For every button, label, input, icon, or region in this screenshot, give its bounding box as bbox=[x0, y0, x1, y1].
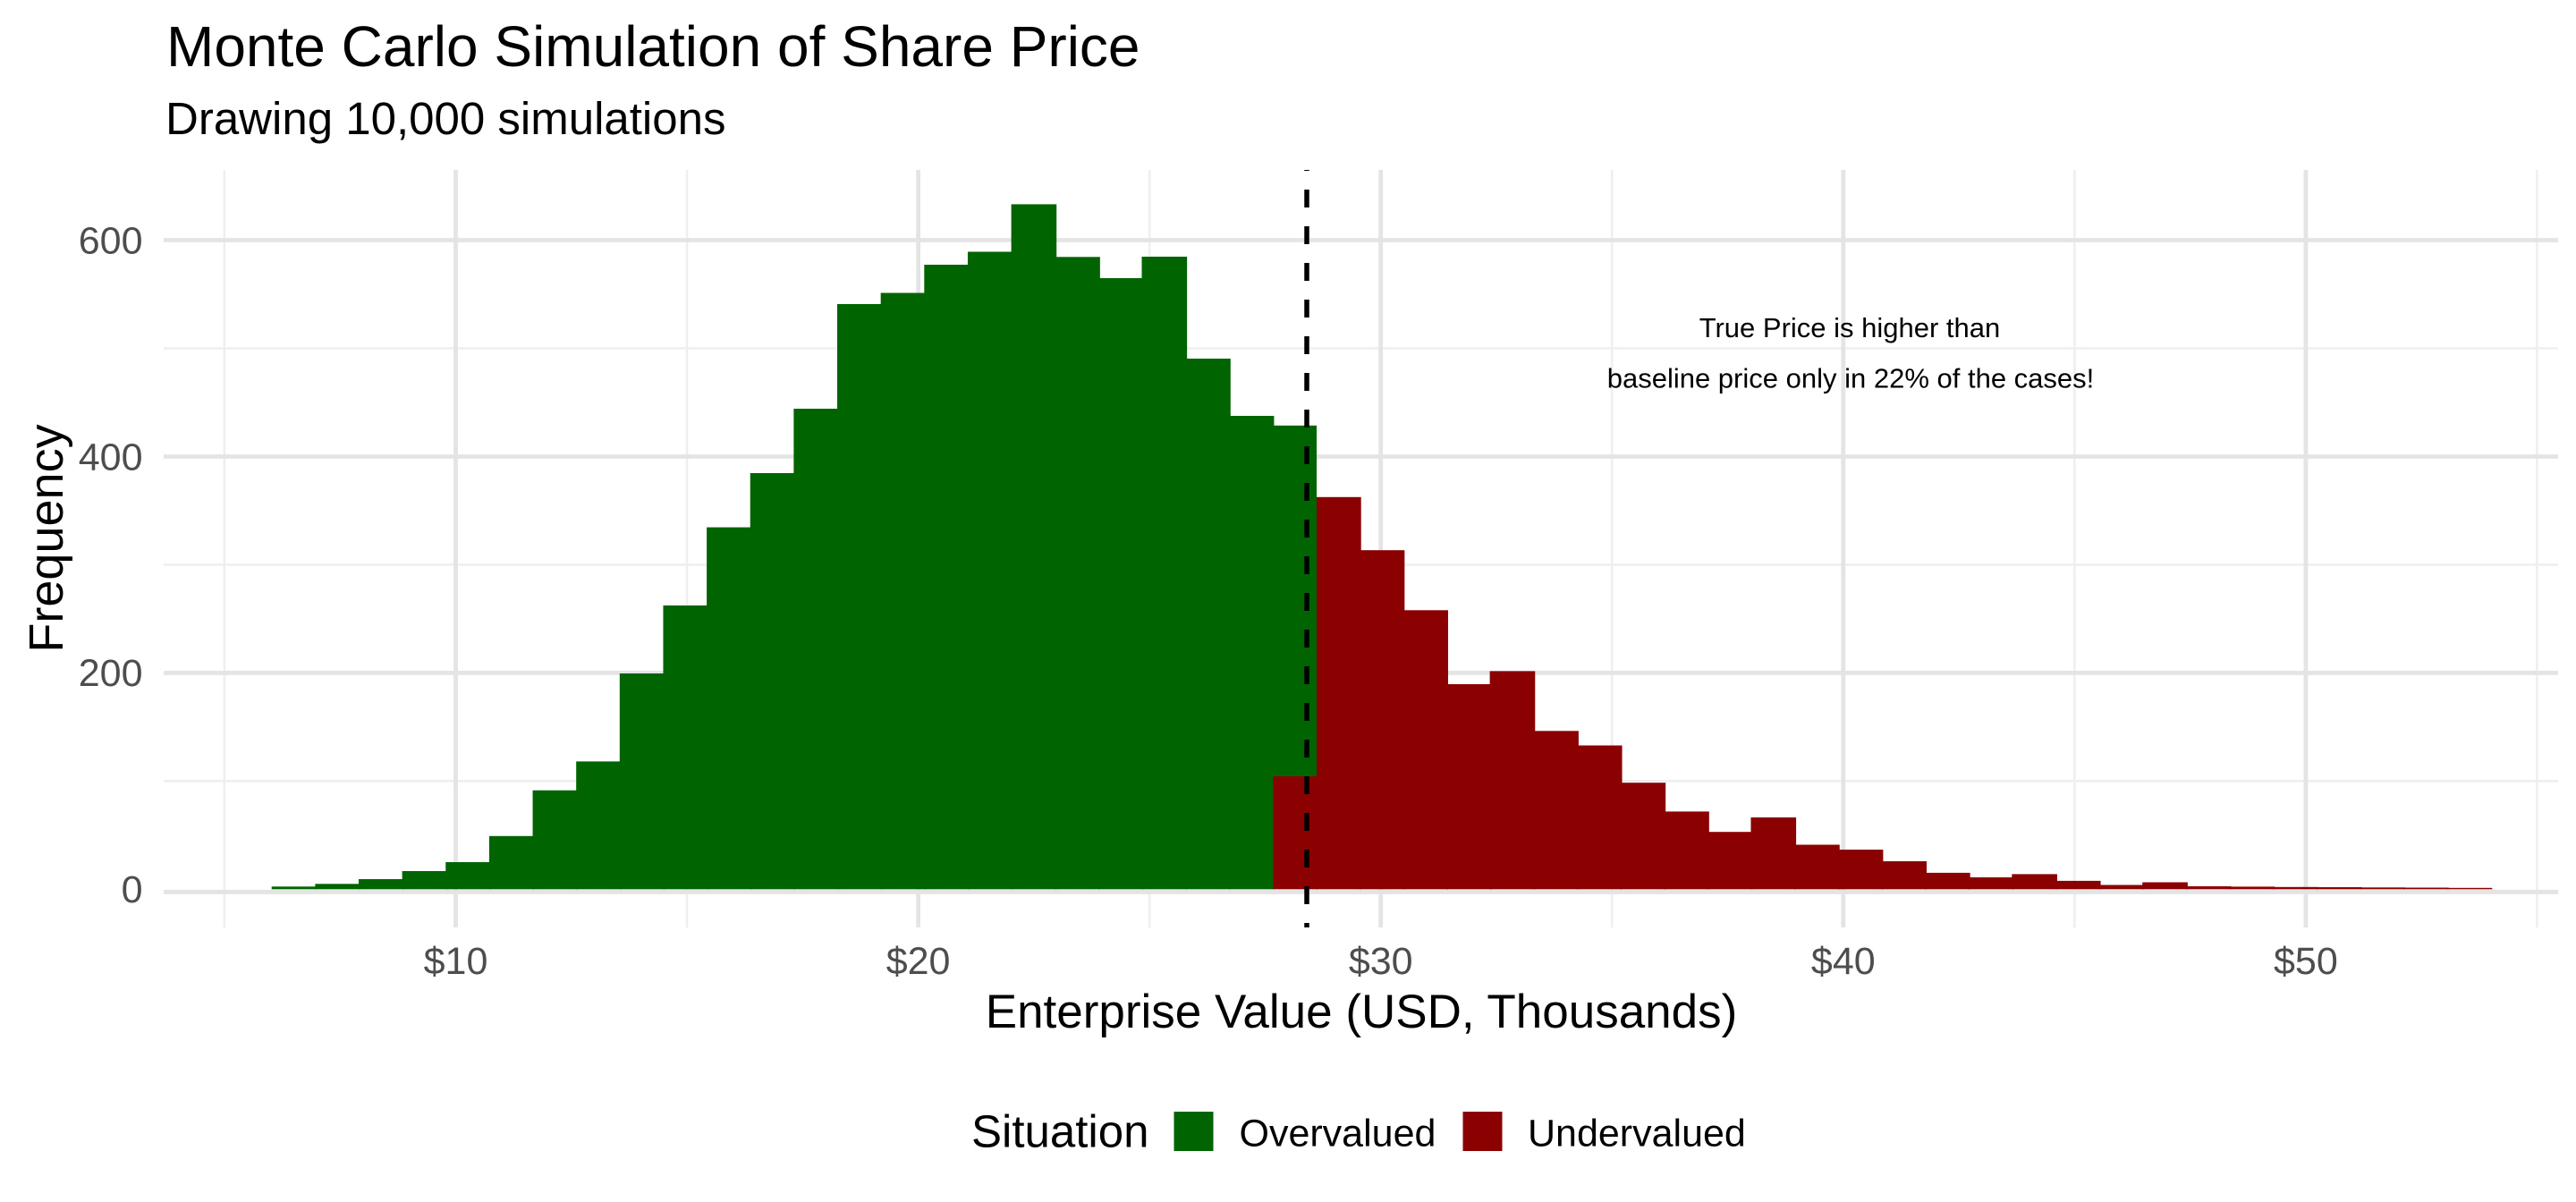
svg-text:Overvalued: Overvalued bbox=[1240, 1112, 1436, 1155]
svg-text:Monte Carlo Simulation of Shar: Monte Carlo Simulation of Share Price bbox=[166, 14, 1140, 79]
svg-text:$10: $10 bbox=[424, 940, 488, 983]
svg-text:600: 600 bbox=[79, 219, 143, 262]
svg-text:baseline price only in 22% of: baseline price only in 22% of the cases! bbox=[1607, 363, 2095, 394]
svg-text:$30: $30 bbox=[1349, 940, 1413, 983]
svg-text:400: 400 bbox=[79, 436, 143, 478]
svg-text:Frequency: Frequency bbox=[20, 424, 73, 652]
svg-text:Situation: Situation bbox=[971, 1106, 1148, 1157]
svg-text:$40: $40 bbox=[1811, 940, 1876, 983]
svg-text:True Price is higher than: True Price is higher than bbox=[1699, 312, 2001, 343]
svg-text:Drawing 10,000 simulations: Drawing 10,000 simulations bbox=[165, 93, 726, 144]
svg-text:$50: $50 bbox=[2274, 940, 2338, 983]
svg-text:$20: $20 bbox=[886, 940, 951, 983]
svg-text:200: 200 bbox=[79, 652, 143, 695]
svg-text:0: 0 bbox=[122, 868, 143, 911]
svg-text:Undervalued: Undervalued bbox=[1528, 1112, 1746, 1155]
svg-text:Enterprise Value (USD, Thousan: Enterprise Value (USD, Thousands) bbox=[986, 986, 1738, 1038]
